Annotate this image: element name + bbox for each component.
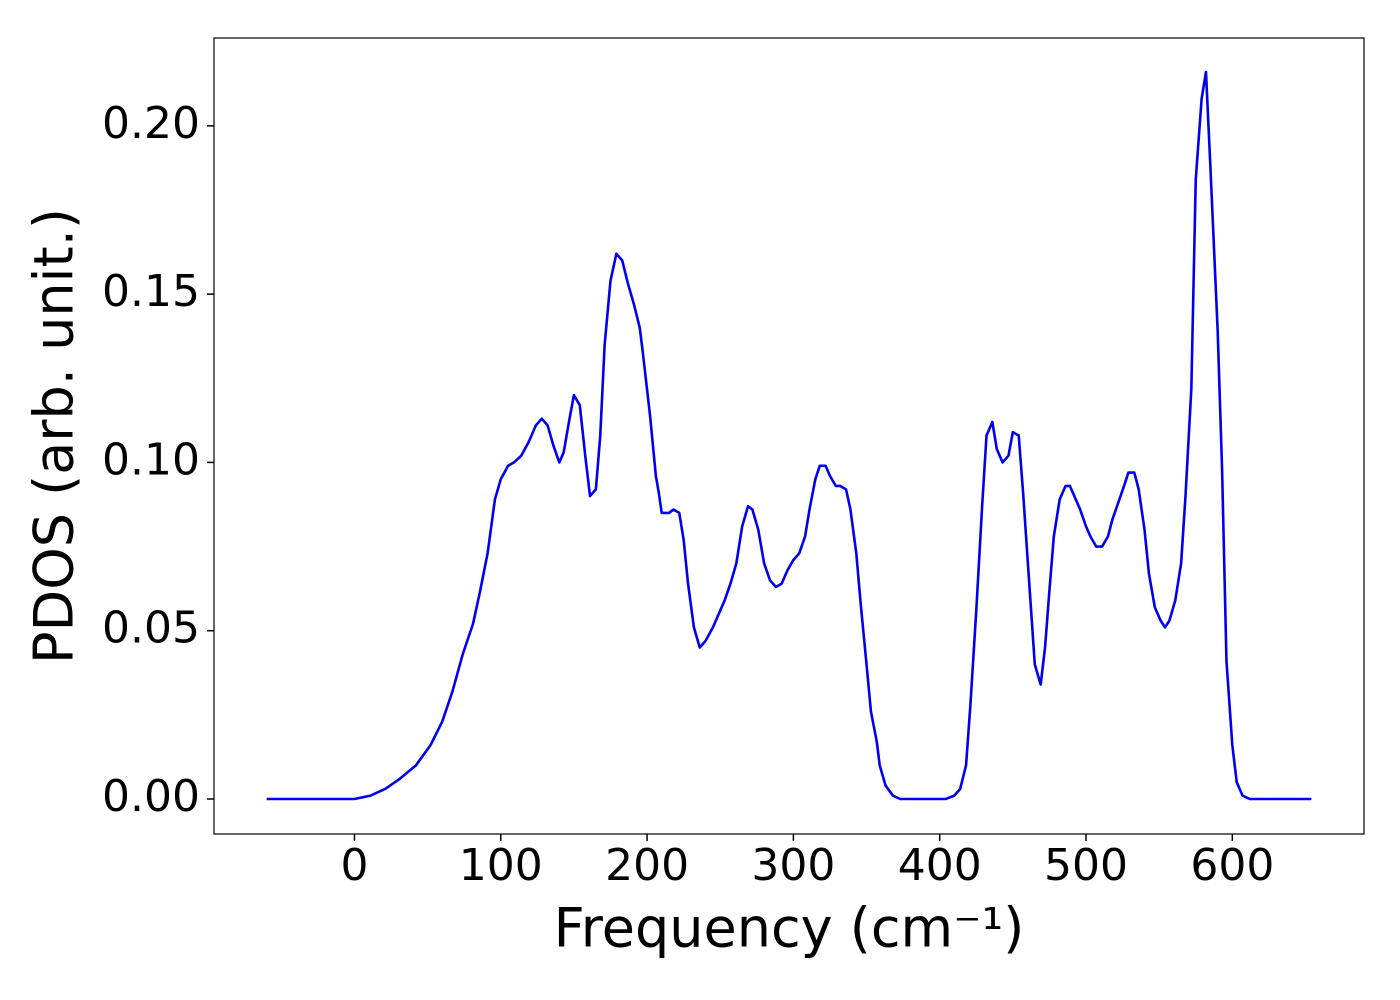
y-axis-label: PDOS (arb. unit.) bbox=[23, 208, 86, 664]
x-tick-label: 600 bbox=[1190, 840, 1274, 891]
y-tick-label: 0.20 bbox=[102, 98, 200, 149]
x-tick-label: 500 bbox=[1044, 840, 1128, 891]
y-tick-label: 0.10 bbox=[102, 434, 200, 485]
x-tick-label: 0 bbox=[340, 840, 368, 891]
x-tick-label: 300 bbox=[751, 840, 835, 891]
y-tick-label: 0.00 bbox=[102, 771, 200, 822]
x-tick-label: 200 bbox=[605, 840, 689, 891]
x-tick-label: 100 bbox=[459, 840, 543, 891]
plot-frame bbox=[213, 37, 1365, 835]
y-tick-label: 0.15 bbox=[102, 266, 200, 317]
y-tick-label: 0.05 bbox=[102, 603, 200, 654]
x-axis-label: Frequency (cm⁻¹) bbox=[554, 897, 1025, 960]
data-line bbox=[266, 70, 1312, 801]
x-tick-label: 400 bbox=[898, 840, 982, 891]
